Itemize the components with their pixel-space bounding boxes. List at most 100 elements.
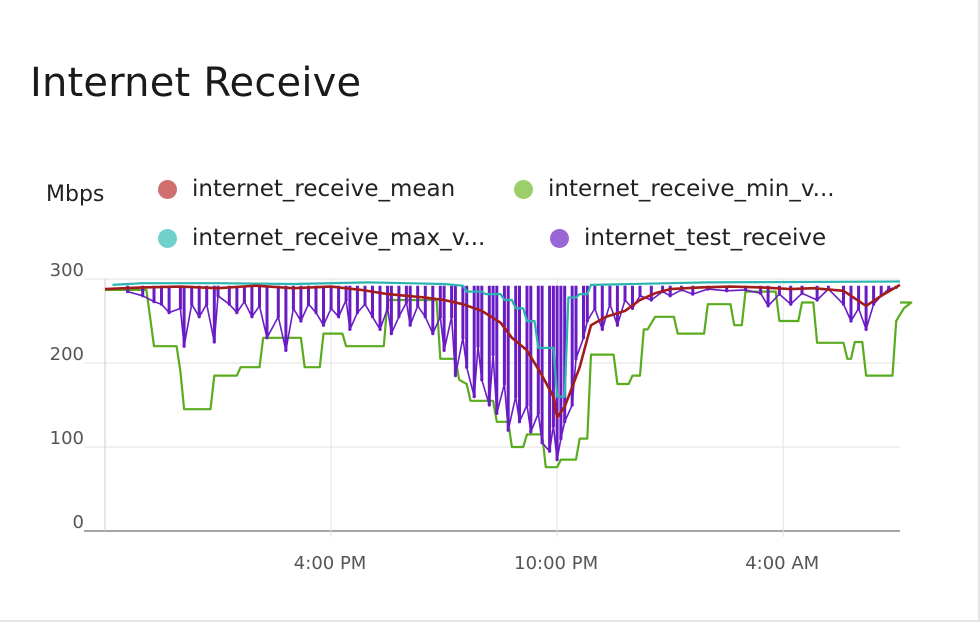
data-point-internet_test_receive xyxy=(777,292,782,296)
data-point-internet_test_receive xyxy=(691,292,695,296)
data-point-internet_test_receive xyxy=(856,306,861,310)
legend-mean-dot-icon xyxy=(158,179,177,199)
data-point-internet_test_receive xyxy=(872,302,876,306)
data-point-internet_test_receive xyxy=(404,300,409,305)
data-point-internet_test_receive xyxy=(623,298,627,302)
data-point-internet_test_receive xyxy=(306,302,311,306)
data-point-internet_test_receive xyxy=(442,348,446,352)
data-point-internet_test_receive xyxy=(141,294,145,298)
data-point-internet_test_receive xyxy=(600,327,604,331)
data-point-internet_test_receive xyxy=(570,403,574,407)
data-point-internet_test_receive xyxy=(284,348,288,352)
data-point-internet_test_receive xyxy=(815,298,819,302)
legend-item-mean[interactable]: internet_receive_mean xyxy=(158,176,455,202)
data-point-internet_test_receive xyxy=(487,403,491,407)
data-point-internet_test_receive xyxy=(800,291,804,295)
data-point-internet_test_receive xyxy=(864,327,868,331)
chart-title: Internet Receive xyxy=(30,60,362,106)
data-point-internet_test_receive xyxy=(725,289,729,293)
y-tick-label: 100 xyxy=(50,428,84,449)
data-point-internet_test_receive xyxy=(453,374,458,378)
data-point-internet_test_receive xyxy=(593,306,597,310)
x-tick-label: 4:00 PM xyxy=(294,553,367,574)
series-internet_receive_mean-line xyxy=(104,283,901,419)
legend-item-test[interactable]: internet_test_receive xyxy=(550,225,826,251)
data-point-internet_test_receive xyxy=(517,420,522,424)
series-internet_test_receive-spikes xyxy=(126,285,898,460)
x-tick-label: 10:00 PM xyxy=(514,553,598,574)
data-point-internet_test_receive xyxy=(766,304,770,308)
data-point-internet_test_receive xyxy=(502,382,506,386)
data-point-internet_test_receive xyxy=(615,323,620,327)
data-point-internet_test_receive xyxy=(491,353,495,357)
legend-min-dot-icon xyxy=(514,179,533,199)
data-point-internet_test_receive xyxy=(608,302,612,306)
data-point-internet_test_receive xyxy=(227,302,231,306)
data-point-internet_test_receive xyxy=(416,304,420,308)
data-point-internet_test_receive xyxy=(529,430,533,434)
data-point-internet_test_receive xyxy=(461,336,465,340)
data-point-internet_test_receive xyxy=(438,315,442,319)
data-point-internet_test_receive xyxy=(152,300,156,304)
data-point-internet_test_receive xyxy=(178,306,182,310)
data-point-internet_test_receive xyxy=(363,302,367,306)
data-point-internet_test_receive xyxy=(250,315,254,319)
data-point-internet_test_receive xyxy=(758,291,763,295)
data-point-internet_test_receive xyxy=(536,411,540,415)
data-point-internet_test_receive xyxy=(408,323,412,327)
data-point-internet_test_receive xyxy=(389,332,393,336)
data-point-internet_test_receive xyxy=(525,403,529,407)
data-point-internet_test_receive xyxy=(559,437,563,441)
data-point-internet_test_receive xyxy=(235,311,239,315)
data-point-internet_test_receive xyxy=(348,327,352,331)
data-point-internet_test_receive xyxy=(789,302,793,306)
data-point-internet_test_receive xyxy=(649,298,653,302)
series-internet_receive_min_value-line xyxy=(105,288,913,469)
data-point-internet_test_receive xyxy=(638,294,642,298)
data-point-internet_test_receive xyxy=(397,315,401,319)
legend-label: internet_receive_min_v... xyxy=(548,176,835,202)
y-tick-label: 300 xyxy=(50,260,84,281)
data-point-internet_test_receive xyxy=(495,411,499,415)
data-point-internet_test_receive xyxy=(540,441,544,445)
data-point-internet_test_receive xyxy=(563,420,567,424)
legend-item-max[interactable]: internet_receive_max_v... xyxy=(158,225,485,251)
data-point-internet_test_receive xyxy=(849,319,853,323)
data-point-internet_test_receive xyxy=(431,332,435,336)
data-point-internet_test_receive xyxy=(480,378,484,382)
y-tick-label: 200 xyxy=(50,344,84,365)
data-point-internet_test_receive xyxy=(450,315,454,319)
data-point-internet_test_receive xyxy=(378,327,382,331)
series-internet_test_receive-line xyxy=(127,286,897,461)
data-point-internet_test_receive xyxy=(205,302,209,306)
data-point-internet_test_receive xyxy=(555,458,559,462)
data-point-internet_test_receive xyxy=(514,395,518,399)
legend-item-min[interactable]: internet_receive_min_v... xyxy=(514,176,835,202)
data-point-internet_test_receive xyxy=(581,336,586,340)
legend-label: internet_receive_max_v... xyxy=(192,225,486,251)
data-point-internet_test_receive xyxy=(265,336,269,340)
data-point-internet_test_receive xyxy=(743,288,748,292)
data-point-internet_test_receive xyxy=(291,306,295,310)
data-point-internet_test_receive xyxy=(841,302,846,306)
data-point-internet_test_receive xyxy=(167,311,171,315)
data-point-internet_test_receive xyxy=(668,294,672,298)
data-point-internet_test_receive xyxy=(242,300,247,304)
data-point-internet_test_receive xyxy=(476,344,480,348)
data-point-internet_test_receive xyxy=(465,365,469,369)
data-point-internet_test_receive xyxy=(344,298,348,302)
data-point-internet_test_receive xyxy=(314,311,318,315)
data-point-internet_test_receive xyxy=(190,302,194,306)
data-point-internet_test_receive xyxy=(547,449,552,453)
data-point-internet_test_receive xyxy=(370,315,375,319)
data-point-internet_test_receive xyxy=(159,302,164,306)
data-point-internet_test_receive xyxy=(216,294,220,298)
data-point-internet_test_receive xyxy=(551,424,555,428)
legend-label: internet_test_receive xyxy=(584,225,827,251)
data-point-internet_test_receive xyxy=(126,290,130,294)
data-point-internet_test_receive xyxy=(329,306,333,310)
y-axis-unit-label: Mbps xyxy=(46,182,105,207)
data-point-internet_test_receive xyxy=(585,319,589,323)
